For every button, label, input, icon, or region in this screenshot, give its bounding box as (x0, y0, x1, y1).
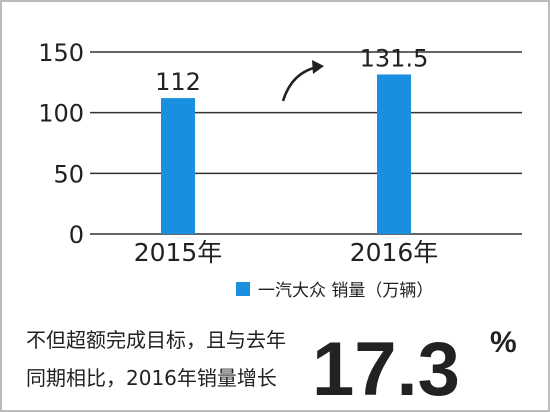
legend-swatch (236, 282, 250, 296)
x-tick-label: 2016年 (350, 238, 439, 267)
y-tick-label: 0 (69, 221, 84, 249)
y-tick-label: 50 (53, 160, 84, 188)
y-tick-label: 150 (38, 39, 84, 67)
legend-label: 一汽大众 销量（万辆） (258, 281, 433, 301)
note-line: 不但超额完成目标，且与去年 (26, 328, 286, 352)
y-tick-label: 100 (38, 100, 84, 128)
highlight-value: 17.3 (312, 327, 460, 412)
trend-arrow-head (312, 60, 324, 74)
bar (377, 74, 411, 235)
trend-arrow (281, 65, 319, 102)
bar (161, 98, 195, 235)
value-label: 131.5 (360, 44, 429, 72)
note-line: 同期相比，2016年销量增长 (26, 366, 277, 390)
x-tick-label: 2015年 (134, 238, 223, 267)
highlight-unit: % (490, 326, 517, 359)
value-label: 112 (155, 68, 201, 96)
